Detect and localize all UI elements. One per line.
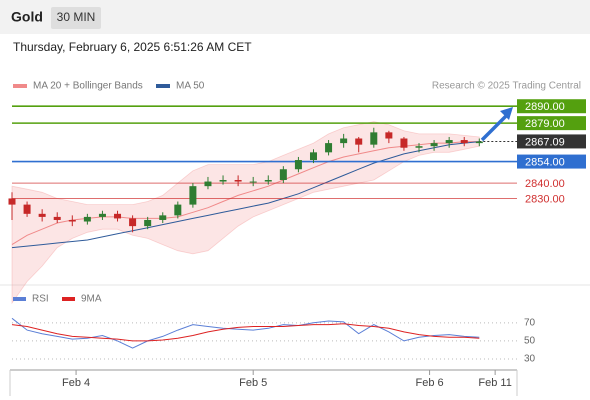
level-box [517,134,586,149]
source: Research © 2025 Trading Central [432,81,581,92]
level-label: 2890.00 [525,101,565,113]
candle-body [385,132,393,139]
candle-body [475,141,483,144]
legend-label: MA 50 [176,81,205,92]
x-tick-label: Feb 11 [478,377,511,389]
y-tick-label: 30 [524,354,536,365]
candle-body [340,138,348,144]
candle-body [279,169,287,181]
level-label: 2854.00 [525,156,565,168]
forecast-arrow-head [500,107,513,120]
timeframe[interactable]: 30 MIN [57,10,96,24]
y-tick-label: 50 [524,336,536,347]
candle-body [23,204,31,214]
candle-body [309,152,317,161]
candle-body [445,140,453,144]
level-box [517,116,586,131]
candle-body [249,181,257,183]
level-label: 2830.00 [525,193,565,205]
ma-line [11,141,480,249]
candle-body [370,132,378,145]
y-tick-label: 70 [524,317,536,328]
forecast-arrow [480,112,510,142]
candle-body [234,180,242,182]
candle-body [355,138,363,145]
x-tick-label: Feb 4 [62,377,90,389]
x-tick-label: Feb 6 [415,377,443,389]
legend-swatch [13,84,27,88]
level-box [517,99,586,114]
candle-body [98,213,106,217]
legend-swatch [62,297,75,301]
timeframe-badge[interactable] [51,7,101,29]
candle-body [114,213,122,219]
candle-body [415,146,423,148]
candle-body [189,186,197,205]
candle-body [159,215,167,220]
subtitle: Thursday, February 6, 2025 6:51:26 AM CE… [13,40,252,54]
candle-body [144,219,152,227]
legend-label: MA 20 + Bollinger Bands [33,81,143,92]
plot: MA 20 + Bollinger Bands MA 50 2890.00 2879.… [8,81,586,389]
candle-body [8,198,16,205]
candle-body [129,218,137,227]
candle-body [294,160,302,170]
x-tick-label: Feb 5 [239,377,267,389]
bollinger-band [11,121,480,305]
level-label: 2840.00 [525,178,565,190]
level-label: 2867.09 [525,136,565,148]
level-box [517,154,586,169]
legend-swatch [156,84,170,88]
candle-body [219,180,227,182]
candle-body [430,143,438,147]
candle-body [68,219,76,222]
legend-label: 9MA [81,294,102,305]
chart-title: Gold [11,9,43,25]
legend-label: RSI [32,294,49,305]
candle-body [400,138,408,148]
candle-body [264,180,272,182]
candle-body [325,143,333,153]
candle-body [38,213,46,217]
candle-body [460,140,468,144]
legend-swatch [13,297,26,301]
indicator-line [11,323,480,342]
candle-body [83,216,91,222]
candle-body [204,181,212,187]
level-label: 2879.00 [525,118,565,130]
candle-body [174,204,182,216]
candle-body [53,216,61,220]
